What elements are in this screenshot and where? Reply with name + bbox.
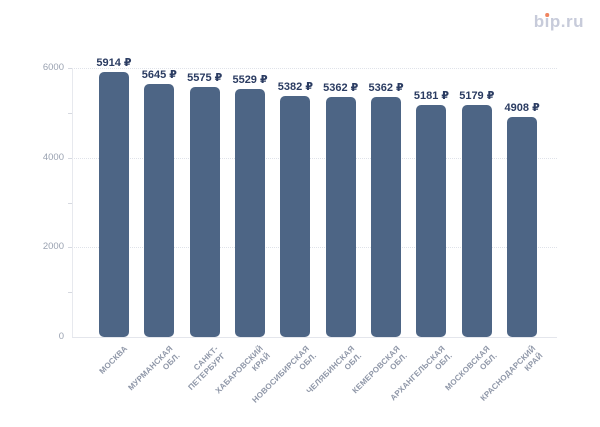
bar-value-1: 5914 ₽ (96, 56, 132, 69)
y-tick-1000 (68, 292, 72, 294)
bar-value-4: 5529 ₽ (232, 74, 268, 87)
logo-orange-dot (545, 13, 550, 17)
y-tick-label-4000: 4000 (42, 151, 64, 163)
bar-value-10: 4908 ₽ (504, 101, 540, 114)
gridline-6000 (72, 68, 557, 69)
logo-letter-i: ı (544, 12, 550, 31)
y-axis-line (72, 68, 73, 337)
y-tick-label-0: 0 (58, 331, 64, 342)
bar-1 (99, 71, 129, 337)
bar-3 (189, 87, 220, 337)
bar-4 (235, 89, 266, 337)
x-axis-line (72, 337, 557, 338)
y-tick-4000 (68, 157, 72, 159)
y-tick-3000 (68, 202, 72, 204)
bar-value-9: 5179 ₽ (459, 89, 495, 102)
y-tick-6000 (68, 68, 72, 69)
x-label-1: МОСКВА (97, 344, 130, 376)
bar-value-5: 5382 ₽ (277, 80, 313, 93)
gridline-2000 (72, 247, 557, 249)
y-tick-5000 (68, 112, 72, 114)
y-tick-2000 (68, 247, 72, 249)
x-label-2: МУРМАНСКАЯ ОБЛ. (126, 344, 182, 393)
bar-value-3: 5575 ₽ (187, 72, 223, 85)
bip-ru-logo: bı p.ru (533, 12, 584, 31)
bar-8 (416, 104, 447, 337)
bar-9 (461, 104, 492, 337)
bar-7 (371, 96, 402, 337)
bar-value-8: 5181 ₽ (413, 89, 450, 102)
bar-5 (280, 95, 311, 337)
y-tick-label-6000: 6000 (42, 62, 64, 73)
bar-value-2: 5645 ₽ (141, 68, 177, 81)
y-tick-label-2000: 2000 (42, 241, 64, 253)
bar-6 (325, 96, 356, 337)
bar-2 (144, 83, 175, 337)
gridline-4000 (72, 157, 557, 159)
bar-value-6: 5362 ₽ (323, 81, 359, 94)
bar-10 (507, 116, 538, 337)
bar-value-7: 5362 ₽ (368, 81, 404, 94)
